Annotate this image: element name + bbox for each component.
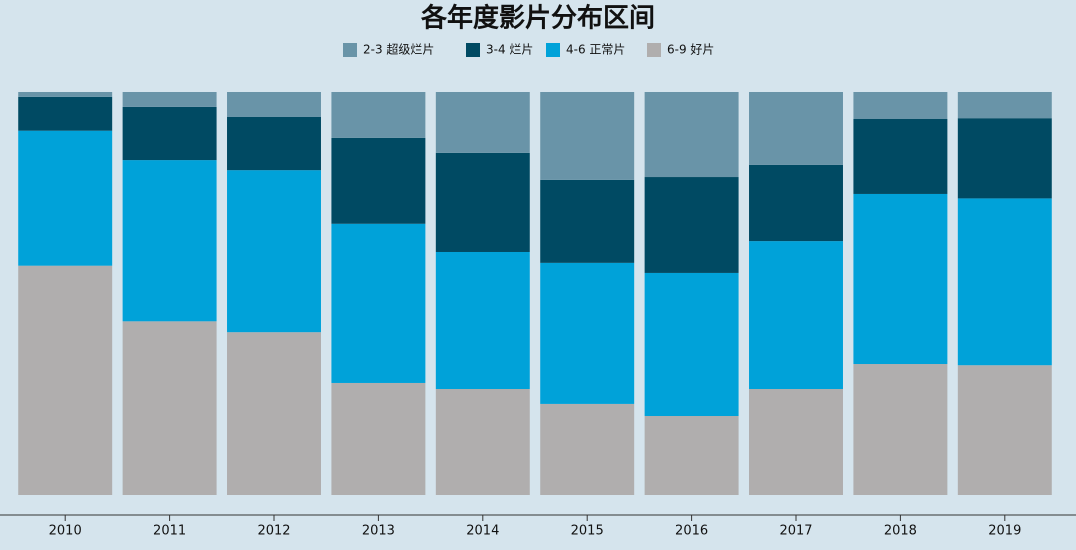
- bar-segment: [749, 241, 843, 390]
- legend-swatch: [343, 43, 357, 57]
- bar-segment: [122, 321, 217, 495]
- x-tick-label: 2018: [884, 524, 917, 539]
- bar-segment: [957, 118, 1052, 199]
- bar-segment: [540, 403, 635, 495]
- x-tick-label: 2015: [571, 524, 604, 539]
- bar-segment: [122, 92, 217, 107]
- x-tick-label: 2013: [362, 524, 395, 539]
- bar-segment: [644, 416, 739, 495]
- bar-segment: [18, 92, 113, 97]
- bar-segment: [435, 251, 530, 390]
- bar-segment: [122, 106, 217, 161]
- x-tick-label: 2017: [779, 524, 812, 539]
- x-tick-label: 2014: [466, 524, 499, 539]
- x-tick-label: 2016: [675, 524, 708, 539]
- bar-segment: [227, 170, 321, 333]
- bar-segment: [435, 152, 530, 252]
- bar-segment: [853, 364, 948, 495]
- bar-segment: [853, 119, 948, 194]
- bar-segment: [957, 92, 1052, 119]
- bar-segment: [227, 92, 321, 117]
- bar-segment: [540, 262, 635, 404]
- x-tick-label: 2012: [257, 524, 290, 539]
- bar-segment: [749, 92, 843, 165]
- chart-title: 各年度影片分布区间: [420, 3, 655, 34]
- bar-segment: [957, 198, 1052, 366]
- x-tick-label: 2010: [49, 524, 82, 539]
- bar-segment: [227, 332, 321, 495]
- x-tick-label: 2011: [153, 524, 186, 539]
- bar-segment: [540, 92, 635, 180]
- legend-label: 3-4 烂片: [486, 43, 533, 57]
- bar-segment: [644, 272, 739, 417]
- bar-segment: [435, 92, 530, 153]
- bar-segment: [853, 92, 948, 120]
- bar-segment: [227, 116, 321, 171]
- bar-segment: [749, 164, 843, 242]
- bar-segment: [853, 193, 948, 365]
- legend-label: 2-3 超级烂片: [363, 42, 434, 57]
- bar-segment: [331, 92, 426, 138]
- bar-segment: [18, 265, 113, 495]
- legend-label: 4-6 正常片: [566, 43, 625, 57]
- legend-label: 6-9 好片: [667, 43, 714, 57]
- bar-segment: [331, 137, 426, 224]
- bar-segment: [435, 389, 530, 495]
- legend-swatch: [647, 43, 661, 57]
- bar-segment: [540, 179, 635, 263]
- legend-swatch: [546, 43, 560, 57]
- bar-segment: [122, 160, 217, 322]
- bar-segment: [331, 223, 426, 383]
- legend-swatch: [466, 43, 480, 57]
- bar-segment: [749, 389, 843, 495]
- bar-segment: [18, 130, 113, 266]
- x-tick-label: 2019: [988, 524, 1021, 539]
- bar-segment: [644, 92, 739, 178]
- bar-segment: [957, 365, 1052, 495]
- bar-segment: [644, 177, 739, 273]
- bar-segment: [331, 382, 426, 495]
- bar-segment: [18, 96, 113, 131]
